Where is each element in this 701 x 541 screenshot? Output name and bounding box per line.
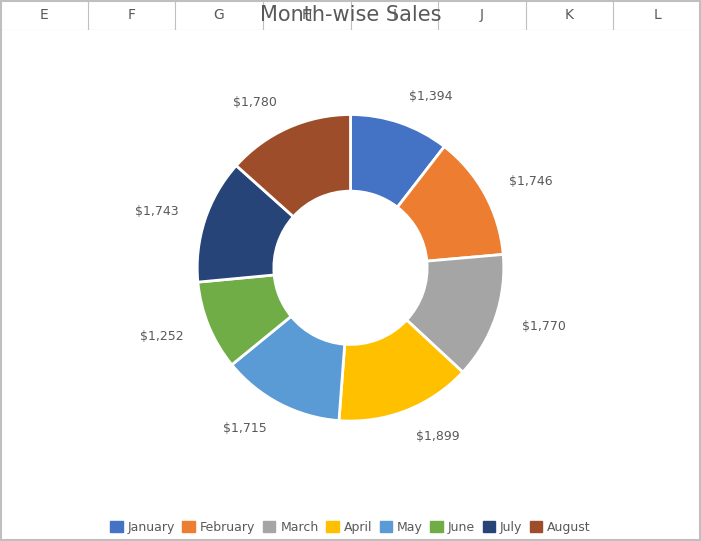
- Wedge shape: [236, 115, 350, 217]
- Text: $1,746: $1,746: [509, 175, 553, 188]
- Text: $1,743: $1,743: [135, 204, 179, 217]
- Text: F: F: [128, 8, 135, 22]
- Text: L: L: [653, 8, 661, 22]
- Legend: January, February, March, April, May, June, July, August: January, February, March, April, May, Ju…: [107, 517, 594, 537]
- Text: $1,394: $1,394: [409, 90, 452, 103]
- Text: I: I: [393, 8, 396, 22]
- Title: Month-wise Sales: Month-wise Sales: [260, 5, 441, 25]
- Wedge shape: [232, 316, 345, 421]
- Text: J: J: [480, 8, 484, 22]
- Wedge shape: [350, 115, 444, 207]
- Text: E: E: [39, 8, 48, 22]
- Text: G: G: [214, 8, 224, 22]
- Wedge shape: [198, 275, 291, 365]
- Text: K: K: [565, 8, 574, 22]
- Wedge shape: [197, 166, 294, 282]
- Text: H: H: [301, 8, 312, 22]
- Wedge shape: [407, 254, 504, 372]
- Text: $1,252: $1,252: [139, 330, 183, 343]
- Text: $1,770: $1,770: [522, 320, 566, 333]
- Text: $1,715: $1,715: [223, 421, 267, 434]
- Text: $1,899: $1,899: [416, 430, 460, 443]
- Text: $1,780: $1,780: [233, 96, 277, 109]
- Wedge shape: [339, 320, 463, 421]
- Wedge shape: [397, 147, 503, 261]
